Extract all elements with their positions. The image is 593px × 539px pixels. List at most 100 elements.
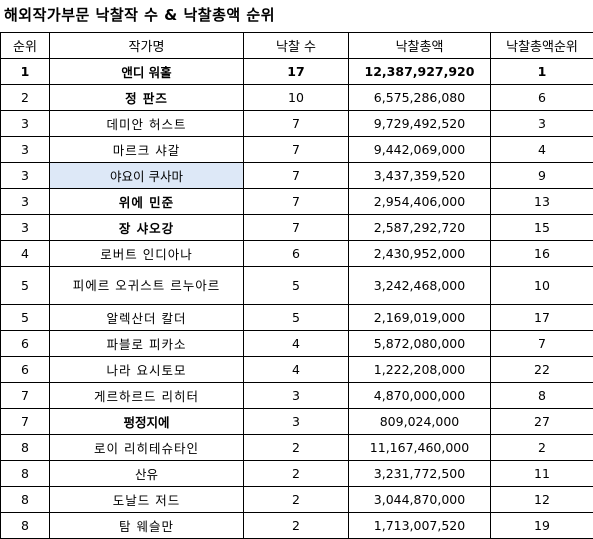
header-total-rank: 낙찰총액순위 [491, 33, 593, 59]
cell-count: 10 [244, 85, 349, 111]
table-row: 2 정 판즈 10 6,575,286,080 6 [1, 85, 593, 111]
cell-rank: 7 [1, 383, 50, 409]
header-rank: 순위 [1, 33, 50, 59]
cell-total-rank: 19 [491, 513, 593, 539]
cell-rank: 7 [1, 409, 50, 435]
cell-total-rank: 6 [491, 85, 593, 111]
cell-count: 3 [244, 383, 349, 409]
page-title: 해외작가부문 낙찰작 수 & 낙찰총액 순위 [4, 2, 275, 28]
table-row: 1 앤디 워홀 17 12,387,927,920 1 [1, 59, 593, 85]
cell-rank: 5 [1, 305, 50, 331]
cell-total: 3,242,468,000 [349, 267, 491, 305]
cell-total: 809,024,000 [349, 409, 491, 435]
table-row: 8 도날드 저드 2 3,044,870,000 12 [1, 487, 593, 513]
cell-count: 5 [244, 267, 349, 305]
cell-rank: 3 [1, 215, 50, 241]
table-header-row: 순위 작가명 낙찰 수 낙찰총액 낙찰총액순위 [1, 33, 593, 59]
table-row: 8 산유 2 3,231,772,500 11 [1, 461, 593, 487]
table-row: 5 알렉산더 칼더 5 2,169,019,000 17 [1, 305, 593, 331]
cell-artist: 탐 웨슬만 [50, 513, 244, 539]
cell-total-rank: 4 [491, 137, 593, 163]
cell-count: 7 [244, 163, 349, 189]
cell-rank: 5 [1, 267, 50, 305]
cell-artist: 나라 요시토모 [50, 357, 244, 383]
cell-count: 7 [244, 137, 349, 163]
cell-artist: 펑정지에 [50, 409, 244, 435]
cell-artist: 로이 리히테슈타인 [50, 435, 244, 461]
cell-artist: 야요이 쿠사마 [50, 163, 244, 189]
cell-rank: 8 [1, 487, 50, 513]
table-row: 3 데미안 허스트 7 9,729,492,520 3 [1, 111, 593, 137]
cell-total: 3,437,359,520 [349, 163, 491, 189]
cell-artist: 도날드 저드 [50, 487, 244, 513]
table-row: 3 야요이 쿠사마 7 3,437,359,520 9 [1, 163, 593, 189]
cell-total: 9,442,069,000 [349, 137, 491, 163]
cell-total: 1,713,007,520 [349, 513, 491, 539]
cell-total-rank: 7 [491, 331, 593, 357]
cell-rank: 6 [1, 357, 50, 383]
table-row: 7 게르하르드 리히터 3 4,870,000,000 8 [1, 383, 593, 409]
cell-artist: 산유 [50, 461, 244, 487]
header-count: 낙찰 수 [244, 33, 349, 59]
cell-count: 7 [244, 215, 349, 241]
cell-total: 2,169,019,000 [349, 305, 491, 331]
cell-total-rank: 11 [491, 461, 593, 487]
ranking-table: 순위 작가명 낙찰 수 낙찰총액 낙찰총액순위 1 앤디 워홀 17 12,38… [0, 32, 593, 539]
cell-total-rank: 1 [491, 59, 593, 85]
cell-artist: 데미안 허스트 [50, 111, 244, 137]
table-row: 4 로버트 인디아나 6 2,430,952,000 16 [1, 241, 593, 267]
cell-rank: 1 [1, 59, 50, 85]
cell-count: 7 [244, 189, 349, 215]
cell-rank: 2 [1, 85, 50, 111]
cell-count: 2 [244, 513, 349, 539]
cell-count: 2 [244, 461, 349, 487]
cell-total: 6,575,286,080 [349, 85, 491, 111]
table-row: 6 파블로 피카소 4 5,872,080,000 7 [1, 331, 593, 357]
cell-total-rank: 9 [491, 163, 593, 189]
cell-artist: 마르크 샤갈 [50, 137, 244, 163]
cell-artist: 게르하르드 리히터 [50, 383, 244, 409]
cell-total-rank: 12 [491, 487, 593, 513]
cell-total: 1,222,208,000 [349, 357, 491, 383]
cell-total: 11,167,460,000 [349, 435, 491, 461]
cell-total-rank: 16 [491, 241, 593, 267]
cell-total-rank: 13 [491, 189, 593, 215]
cell-total: 3,231,772,500 [349, 461, 491, 487]
table-row: 3 마르크 샤갈 7 9,442,069,000 4 [1, 137, 593, 163]
cell-total-rank: 10 [491, 267, 593, 305]
cell-total: 2,954,406,000 [349, 189, 491, 215]
cell-rank: 8 [1, 435, 50, 461]
cell-total: 9,729,492,520 [349, 111, 491, 137]
cell-total-rank: 27 [491, 409, 593, 435]
cell-count: 17 [244, 59, 349, 85]
table-row: 6 나라 요시토모 4 1,222,208,000 22 [1, 357, 593, 383]
table-row: 3 위에 민준 7 2,954,406,000 13 [1, 189, 593, 215]
cell-total: 4,870,000,000 [349, 383, 491, 409]
cell-count: 7 [244, 111, 349, 137]
cell-total-rank: 8 [491, 383, 593, 409]
header-artist: 작가명 [50, 33, 244, 59]
cell-count: 5 [244, 305, 349, 331]
cell-total: 2,430,952,000 [349, 241, 491, 267]
cell-rank: 3 [1, 137, 50, 163]
table-row: 3 장 샤오강 7 2,587,292,720 15 [1, 215, 593, 241]
cell-artist: 피에르 오귀스트 르누아르 [50, 267, 244, 305]
cell-count: 4 [244, 357, 349, 383]
cell-count: 3 [244, 409, 349, 435]
cell-artist: 로버트 인디아나 [50, 241, 244, 267]
cell-count: 2 [244, 435, 349, 461]
cell-artist: 앤디 워홀 [50, 59, 244, 85]
cell-rank: 4 [1, 241, 50, 267]
cell-artist: 파블로 피카소 [50, 331, 244, 357]
cell-total-rank: 2 [491, 435, 593, 461]
cell-rank: 8 [1, 513, 50, 539]
cell-artist: 알렉산더 칼더 [50, 305, 244, 331]
cell-rank: 6 [1, 331, 50, 357]
cell-count: 4 [244, 331, 349, 357]
cell-rank: 8 [1, 461, 50, 487]
cell-rank: 3 [1, 111, 50, 137]
cell-total: 3,044,870,000 [349, 487, 491, 513]
cell-total: 5,872,080,000 [349, 331, 491, 357]
cell-count: 2 [244, 487, 349, 513]
cell-rank: 3 [1, 163, 50, 189]
